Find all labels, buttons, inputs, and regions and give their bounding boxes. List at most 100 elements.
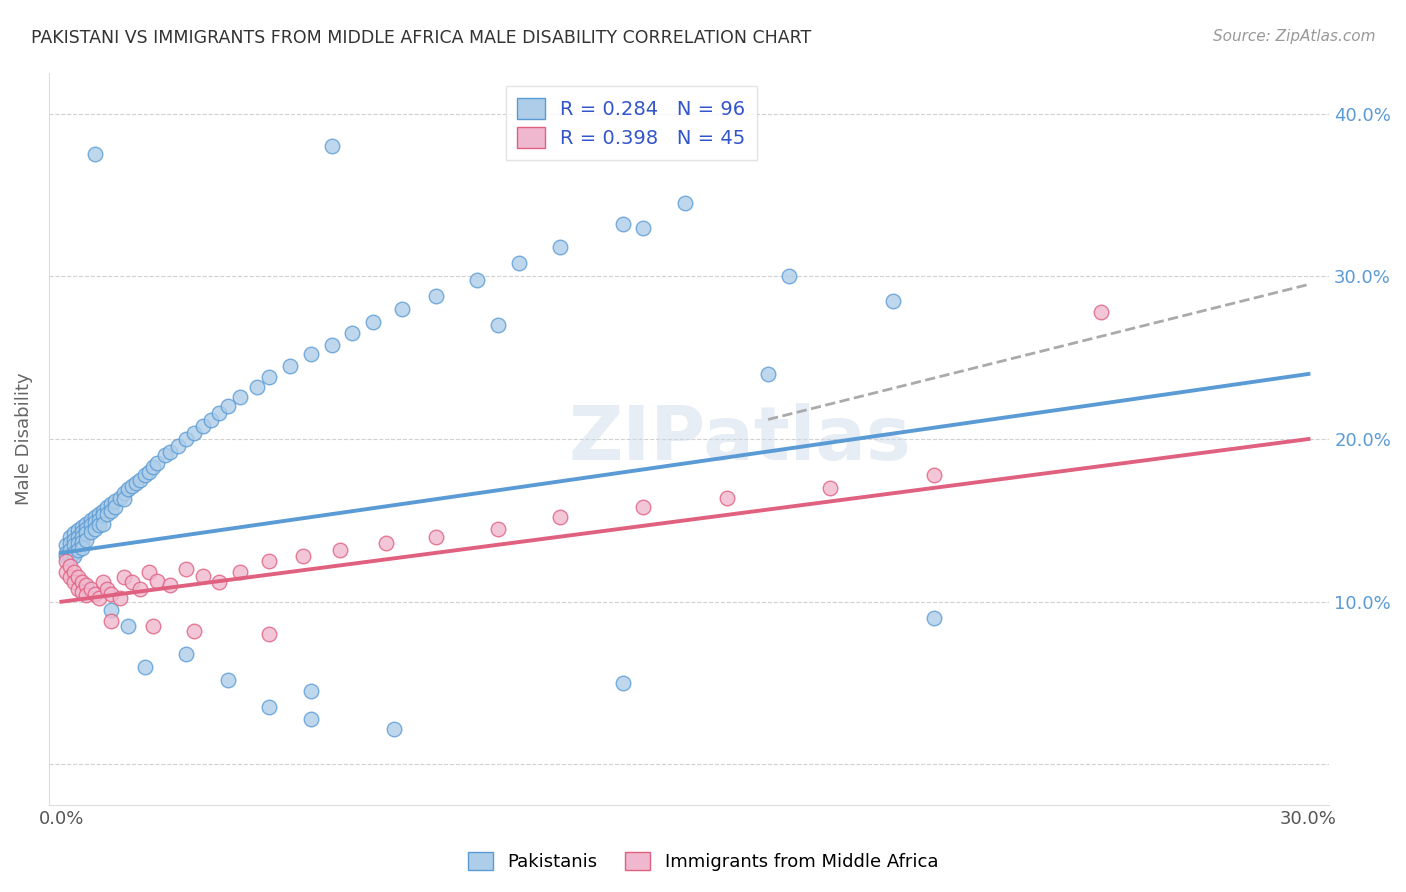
- Point: [391, 301, 413, 316]
- Point: [63, 566, 86, 580]
- Point: [633, 500, 655, 515]
- Point: [174, 432, 197, 446]
- Point: [104, 493, 127, 508]
- Point: [299, 684, 322, 698]
- Point: [146, 457, 169, 471]
- Point: [159, 578, 181, 592]
- Point: [79, 513, 101, 527]
- Text: Source: ZipAtlas.com: Source: ZipAtlas.com: [1212, 29, 1375, 44]
- Point: [129, 473, 152, 487]
- Point: [70, 534, 93, 549]
- Point: [83, 515, 105, 529]
- Point: [79, 524, 101, 539]
- Point: [121, 575, 143, 590]
- Point: [96, 507, 118, 521]
- Point: [138, 566, 160, 580]
- Point: [112, 570, 135, 584]
- Point: [59, 542, 82, 557]
- Point: [174, 562, 197, 576]
- Point: [146, 574, 169, 588]
- Point: [246, 380, 269, 394]
- Point: [55, 538, 77, 552]
- Point: [548, 240, 571, 254]
- Point: [87, 591, 110, 606]
- Point: [1090, 305, 1112, 319]
- Point: [208, 575, 231, 590]
- Point: [70, 524, 93, 539]
- Point: [67, 536, 90, 550]
- Point: [924, 467, 946, 482]
- Point: [259, 627, 281, 641]
- Point: [374, 536, 396, 550]
- Point: [75, 526, 97, 541]
- Point: [200, 412, 222, 426]
- Point: [217, 400, 239, 414]
- Point: [79, 518, 101, 533]
- Point: [208, 406, 231, 420]
- Point: [121, 479, 143, 493]
- Point: [70, 530, 93, 544]
- Point: [112, 492, 135, 507]
- Point: [129, 582, 152, 596]
- Point: [55, 554, 77, 568]
- Point: [183, 425, 205, 440]
- Point: [87, 518, 110, 533]
- Point: [924, 611, 946, 625]
- Point: [100, 497, 122, 511]
- Point: [75, 588, 97, 602]
- Point: [96, 500, 118, 515]
- Point: [67, 530, 90, 544]
- Point: [425, 289, 447, 303]
- Point: [217, 673, 239, 687]
- Point: [83, 586, 105, 600]
- Point: [191, 419, 214, 434]
- Point: [321, 139, 343, 153]
- Point: [63, 575, 86, 590]
- Point: [134, 467, 156, 482]
- Point: [96, 582, 118, 596]
- Point: [83, 521, 105, 535]
- Point: [63, 533, 86, 547]
- Point: [342, 326, 364, 341]
- Point: [486, 521, 509, 535]
- Point: [100, 614, 122, 628]
- Point: [75, 516, 97, 531]
- Point: [229, 390, 252, 404]
- Point: [70, 585, 93, 599]
- Point: [361, 315, 384, 329]
- Point: [229, 566, 252, 580]
- Point: [83, 147, 105, 161]
- Point: [55, 546, 77, 560]
- Point: [59, 549, 82, 564]
- Point: [138, 465, 160, 479]
- Point: [75, 521, 97, 535]
- Point: [100, 586, 122, 600]
- Point: [321, 337, 343, 351]
- Point: [91, 503, 114, 517]
- Point: [465, 272, 488, 286]
- Point: [70, 575, 93, 590]
- Point: [75, 533, 97, 547]
- Point: [91, 575, 114, 590]
- Point: [91, 508, 114, 523]
- Point: [259, 554, 281, 568]
- Point: [142, 459, 165, 474]
- Point: [67, 582, 90, 596]
- Point: [59, 530, 82, 544]
- Point: [159, 445, 181, 459]
- Point: [508, 256, 530, 270]
- Point: [63, 549, 86, 564]
- Point: [756, 367, 779, 381]
- Point: [59, 536, 82, 550]
- Point: [79, 582, 101, 596]
- Point: [191, 568, 214, 582]
- Point: [299, 712, 322, 726]
- Point: [142, 619, 165, 633]
- Point: [108, 491, 131, 505]
- Point: [87, 507, 110, 521]
- Point: [633, 220, 655, 235]
- Point: [259, 700, 281, 714]
- Text: PAKISTANI VS IMMIGRANTS FROM MIDDLE AFRICA MALE DISABILITY CORRELATION CHART: PAKISTANI VS IMMIGRANTS FROM MIDDLE AFRI…: [31, 29, 811, 46]
- Point: [425, 530, 447, 544]
- Point: [125, 475, 148, 490]
